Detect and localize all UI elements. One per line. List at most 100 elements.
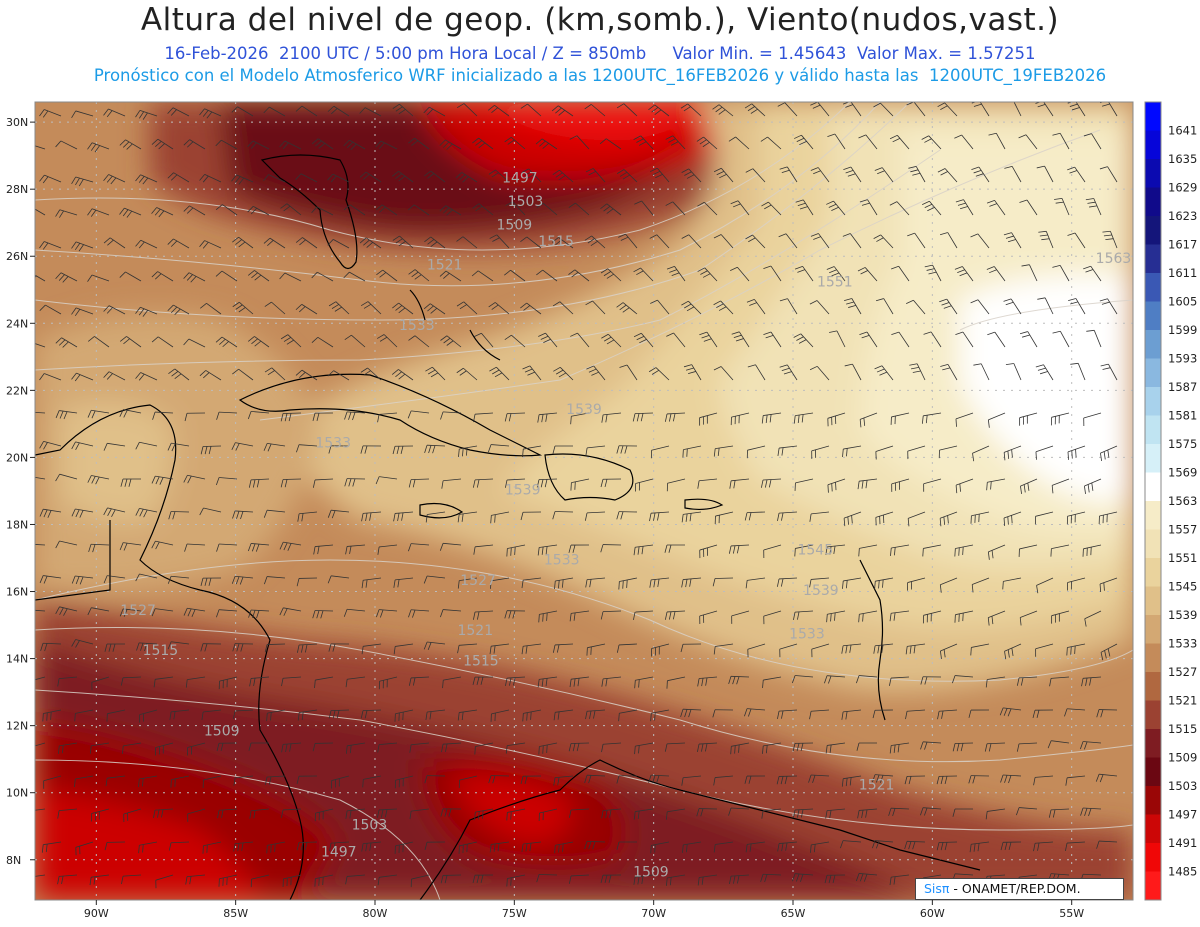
colorbar-swatch	[1145, 301, 1161, 331]
wind-barb	[187, 742, 206, 756]
lat-label: 22N	[6, 384, 28, 397]
colorbar-swatch	[1145, 244, 1161, 274]
wind-barb	[135, 110, 158, 120]
wind-barb	[522, 365, 542, 381]
wind-barb	[1016, 807, 1038, 816]
wind-barb	[891, 331, 910, 348]
wind-barb	[393, 643, 414, 655]
wind-barb	[538, 332, 558, 348]
wind-barb	[55, 272, 78, 283]
wind-barb	[119, 608, 142, 617]
wind-barb	[922, 610, 942, 624]
wind-barb	[39, 373, 62, 381]
wind-barb	[87, 336, 110, 348]
wind-barb	[1013, 102, 1022, 117]
wind-barb	[666, 676, 686, 689]
wind-barb	[905, 709, 926, 720]
wind-barb	[874, 365, 894, 381]
wind-barb	[266, 841, 286, 854]
longitude-labels: 90W 85W 80W 75W 70W 65W 60W 55W	[84, 900, 1084, 920]
colorbar-swatch	[1145, 216, 1161, 245]
wind-barb	[809, 300, 830, 315]
wind-barb	[151, 608, 174, 617]
wind-barb	[424, 444, 446, 454]
wind-barb	[200, 643, 222, 652]
wind-barb	[488, 169, 510, 183]
wind-barb	[906, 299, 926, 315]
wind-barb	[810, 102, 830, 117]
wind-barb	[457, 577, 478, 589]
wind-barb	[761, 201, 782, 216]
wind-barb	[601, 412, 622, 423]
wind-barb	[824, 874, 846, 884]
wind-barb	[89, 874, 110, 886]
wind-barb	[665, 201, 686, 216]
wind-barb	[809, 577, 830, 588]
contour-label: 1515	[538, 234, 574, 250]
wind-barb	[907, 232, 926, 249]
wind-barb	[360, 367, 382, 381]
wind-barb	[439, 205, 462, 216]
wind-barb	[616, 302, 638, 315]
wind-barb	[343, 271, 366, 282]
wind-barb	[969, 841, 990, 853]
wind-barb	[779, 643, 798, 658]
wind-barb	[71, 575, 94, 585]
colorbar-label: 1641	[1168, 124, 1197, 138]
wind-barb	[937, 709, 958, 720]
wind-barb	[199, 108, 222, 119]
wind-barb	[909, 363, 926, 381]
wind-barb	[618, 233, 638, 249]
wind-barb	[712, 709, 734, 718]
colorbar-swatch	[1145, 615, 1161, 644]
wind-barb	[377, 874, 398, 886]
wind-barb	[1018, 544, 1038, 557]
wind-barb	[955, 331, 974, 348]
wind-barb	[327, 509, 350, 519]
wind-barb	[504, 136, 526, 150]
wind-barb	[392, 235, 414, 249]
wind-barb	[1019, 199, 1038, 216]
wind-barb	[91, 676, 110, 691]
wind-barb	[873, 234, 894, 249]
wind-barb	[1096, 840, 1118, 849]
wind-barb	[279, 140, 302, 150]
lon-label: 90W	[84, 907, 109, 920]
colorbar-swatch	[1145, 843, 1161, 872]
wind-barb	[456, 301, 478, 315]
wind-barb	[520, 302, 542, 315]
wind-barb	[650, 445, 670, 459]
wind-barb	[472, 874, 494, 884]
wind-barb	[361, 511, 382, 522]
contour-label: 1533	[399, 318, 435, 334]
wind-barb	[266, 709, 286, 722]
wind-barb	[1052, 132, 1070, 150]
wind-barb	[1036, 577, 1054, 594]
wind-barb	[972, 445, 990, 462]
wind-barb	[971, 102, 990, 117]
wind-barb	[1102, 230, 1118, 249]
wind-barb	[377, 334, 398, 348]
wind-barb	[505, 201, 526, 216]
wind-barb	[121, 874, 142, 885]
wind-barb	[249, 808, 270, 819]
contour-label: 1521	[859, 777, 895, 793]
wind-barb	[215, 336, 238, 348]
wind-barb	[648, 774, 670, 784]
wind-barb	[39, 174, 62, 184]
wind-barb	[1070, 362, 1086, 381]
wind-barb	[377, 544, 398, 555]
wind-barb	[680, 643, 702, 653]
wind-barb	[921, 135, 942, 150]
wind-barb	[458, 775, 478, 789]
wind-barb	[907, 511, 926, 527]
wind-barb	[138, 775, 158, 788]
wind-barb	[296, 577, 318, 587]
colorbar-swatch	[1145, 558, 1161, 587]
wind-barb	[986, 199, 1006, 216]
wind-barb	[633, 135, 654, 150]
wind-barb	[35, 476, 46, 480]
credit-brand: Sisπ	[924, 881, 950, 896]
wind-barb	[713, 234, 734, 249]
wind-barb	[601, 742, 622, 753]
